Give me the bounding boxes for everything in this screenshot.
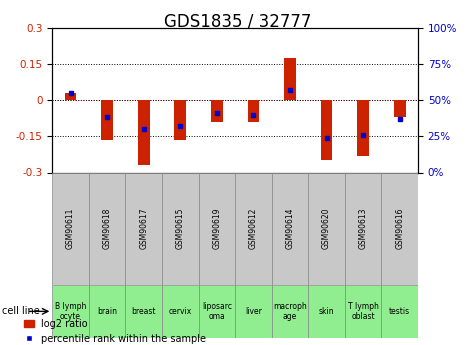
Text: GSM90616: GSM90616 [395,208,404,249]
Text: B lymph
ocyte: B lymph ocyte [55,302,86,321]
Bar [162,172,199,285]
Text: brain: brain [97,307,117,316]
Bar [89,285,125,338]
Bar [284,58,296,100]
Text: GSM90618: GSM90618 [103,208,112,249]
Bar [162,285,199,338]
Bar [174,100,186,140]
Bar [345,285,381,338]
Bar [211,100,223,122]
Bar [308,285,345,338]
Bar [199,172,235,285]
Bar [101,100,113,140]
Bar [381,172,418,285]
Bar [52,285,89,338]
Bar [272,285,308,338]
Bar [89,172,125,285]
Bar [394,100,406,117]
Bar [235,285,272,338]
Text: liver: liver [245,307,262,316]
Text: macroph
age: macroph age [273,302,307,321]
Bar [381,285,418,338]
Text: GSM90620: GSM90620 [322,208,331,249]
Bar [357,100,369,156]
Bar [345,172,381,285]
Text: cervix: cervix [169,307,192,316]
Text: GSM90615: GSM90615 [176,208,185,249]
Bar [247,100,259,122]
Text: GSM90619: GSM90619 [212,208,221,249]
Bar [272,172,308,285]
Text: T lymph
oblast: T lymph oblast [348,302,379,321]
Text: GSM90614: GSM90614 [285,208,294,249]
Bar [125,172,162,285]
Text: cell line: cell line [2,306,40,316]
Text: skin: skin [319,307,334,316]
Text: GSM90612: GSM90612 [249,208,258,249]
Text: GSM90617: GSM90617 [139,208,148,249]
Text: breast: breast [132,307,156,316]
Bar [235,172,272,285]
Text: GDS1835 / 32777: GDS1835 / 32777 [164,12,311,30]
Legend: log2 ratio, percentile rank within the sample: log2 ratio, percentile rank within the s… [24,319,206,344]
Bar [65,93,76,100]
Text: testis: testis [389,307,410,316]
Text: liposarc
oma: liposarc oma [202,302,232,321]
Text: GSM90613: GSM90613 [359,208,368,249]
Bar [138,100,150,165]
Bar [321,100,332,160]
Bar [52,172,89,285]
Bar [199,285,235,338]
Bar [308,172,345,285]
Bar [125,285,162,338]
Text: GSM90611: GSM90611 [66,208,75,249]
